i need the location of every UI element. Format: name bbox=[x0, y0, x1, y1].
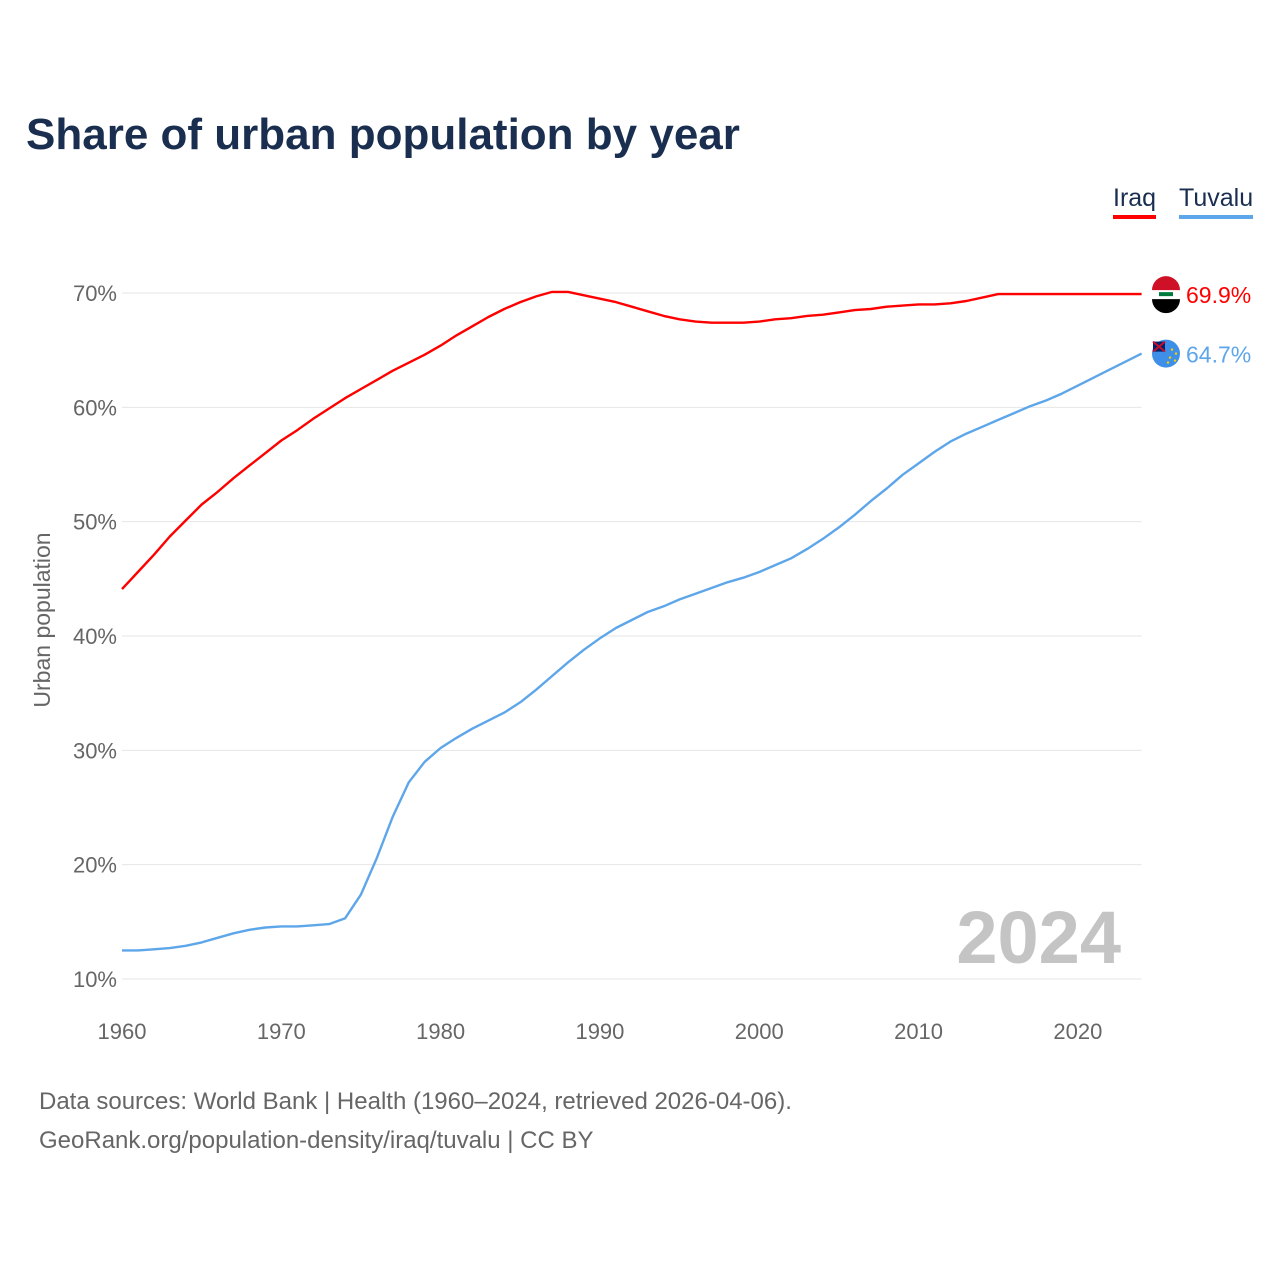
chart-title: Share of urban population by year bbox=[26, 110, 740, 159]
flag-script bbox=[1159, 292, 1173, 297]
legend-item-tuvalu[interactable]: Tuvalu bbox=[1179, 184, 1254, 219]
y-axis-label: Urban population bbox=[29, 532, 55, 707]
flag-red-band bbox=[1152, 276, 1181, 291]
y-tick-label: 70% bbox=[73, 281, 117, 306]
y-tick-label: 10% bbox=[73, 967, 117, 992]
series-line-tuvalu bbox=[122, 352, 1143, 952]
tuvalu-flag-icon bbox=[1152, 339, 1180, 368]
y-tick-label: 20% bbox=[73, 853, 117, 878]
footer-sources: Data sources: World Bank | Health (1960–… bbox=[39, 1088, 792, 1115]
x-tick-label: 1960 bbox=[98, 1019, 147, 1044]
x-tick-label: 1980 bbox=[416, 1019, 465, 1044]
end-value-label-tuvalu: 64.7% bbox=[1186, 342, 1251, 368]
x-tick-label: 2000 bbox=[735, 1019, 784, 1044]
series-line-iraq bbox=[121, 290, 1142, 590]
legend-item-iraq[interactable]: Iraq bbox=[1113, 184, 1157, 219]
x-tick-label: 1970 bbox=[257, 1019, 306, 1044]
footer-attribution: GeoRank.org/population-density/iraq/tuva… bbox=[39, 1127, 594, 1154]
y-tick-label: 30% bbox=[73, 738, 117, 763]
flag-star bbox=[1166, 361, 1170, 364]
end-value-label-iraq: 69.9% bbox=[1186, 282, 1251, 308]
flag-star bbox=[1170, 348, 1174, 351]
flag-black-band bbox=[1152, 299, 1180, 314]
iraq-flag-icon bbox=[1152, 276, 1181, 314]
x-tick-label: 1990 bbox=[575, 1019, 624, 1044]
y-tick-label: 50% bbox=[73, 510, 117, 535]
y-tick-label: 40% bbox=[73, 624, 117, 649]
flag-star bbox=[1173, 359, 1177, 362]
x-tick-label: 2010 bbox=[894, 1019, 943, 1044]
year-annotation: 2024 bbox=[956, 896, 1121, 979]
flag-star bbox=[1168, 356, 1172, 359]
y-tick-label: 60% bbox=[73, 395, 117, 420]
flag-star bbox=[1174, 352, 1178, 355]
x-tick-label: 2020 bbox=[1053, 1019, 1102, 1044]
flag-cross bbox=[1152, 340, 1166, 353]
